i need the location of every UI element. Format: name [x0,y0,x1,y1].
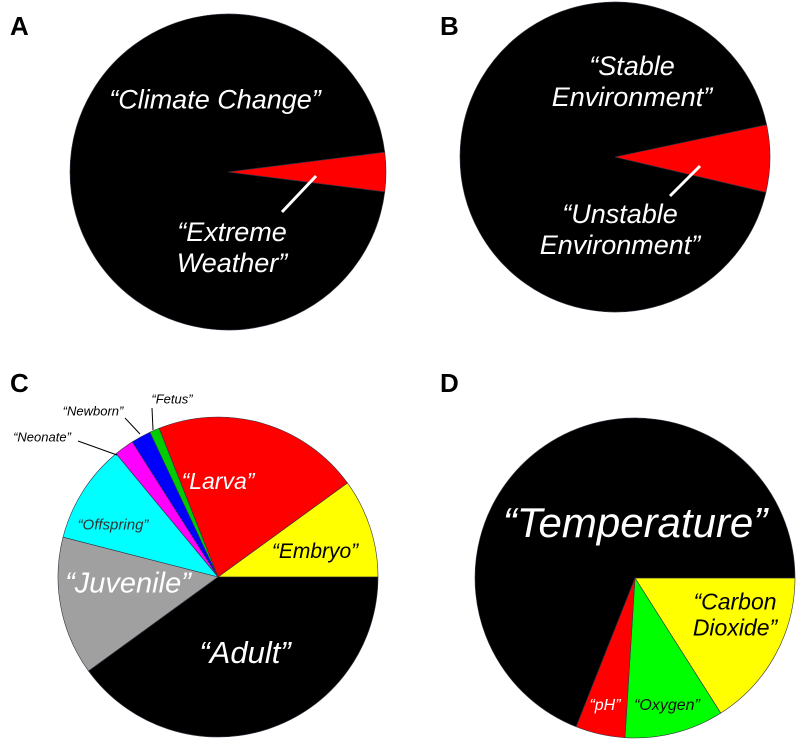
leader-line [124,417,141,435]
slice-label: “Newborn” [62,403,124,419]
panel-letter: D [440,368,459,398]
pie-slice [634,577,796,714]
pie-slice [88,576,379,738]
slice-label: “Offspring” [77,516,149,534]
panel-letter: B [440,11,459,41]
slice-label: “Climate Change” [109,84,321,115]
leader-line [668,164,702,198]
slice-label: “Stable Environment” [551,50,713,112]
slice-label: “pH” [589,696,621,714]
pie-slice [62,453,219,578]
pie-slice [614,124,771,193]
leader-line [151,407,154,431]
slice-label: “Extreme Weather” [176,216,288,278]
slice-label: “Carbon Dioxide” [692,588,778,641]
slice-label: “Embryo” [271,539,359,563]
slice-label: “Unstable Environment” [539,198,701,260]
slice-label: “Fetus” [151,391,193,407]
panel-letter: A [10,11,29,41]
slice-label: “Adult” [199,635,291,671]
pie-slice [459,1,767,313]
panel-letter: C [10,368,29,398]
leader-line [280,174,318,214]
slice-label: “Neonate” [13,429,71,445]
slice-label: “Larva” [181,467,255,494]
pie-slice [227,151,387,193]
pie-slice [57,536,219,672]
slice-label: “Juvenile” [65,567,191,600]
leader-line [77,440,118,456]
slice-label: “Temperature” [502,498,768,546]
slice-label: “Oxygen” [634,696,700,714]
pie-slice [474,417,796,728]
pie-slice [217,482,379,578]
pie-slice [69,13,386,331]
pie-slice [158,416,348,578]
pie-slice [624,577,722,739]
